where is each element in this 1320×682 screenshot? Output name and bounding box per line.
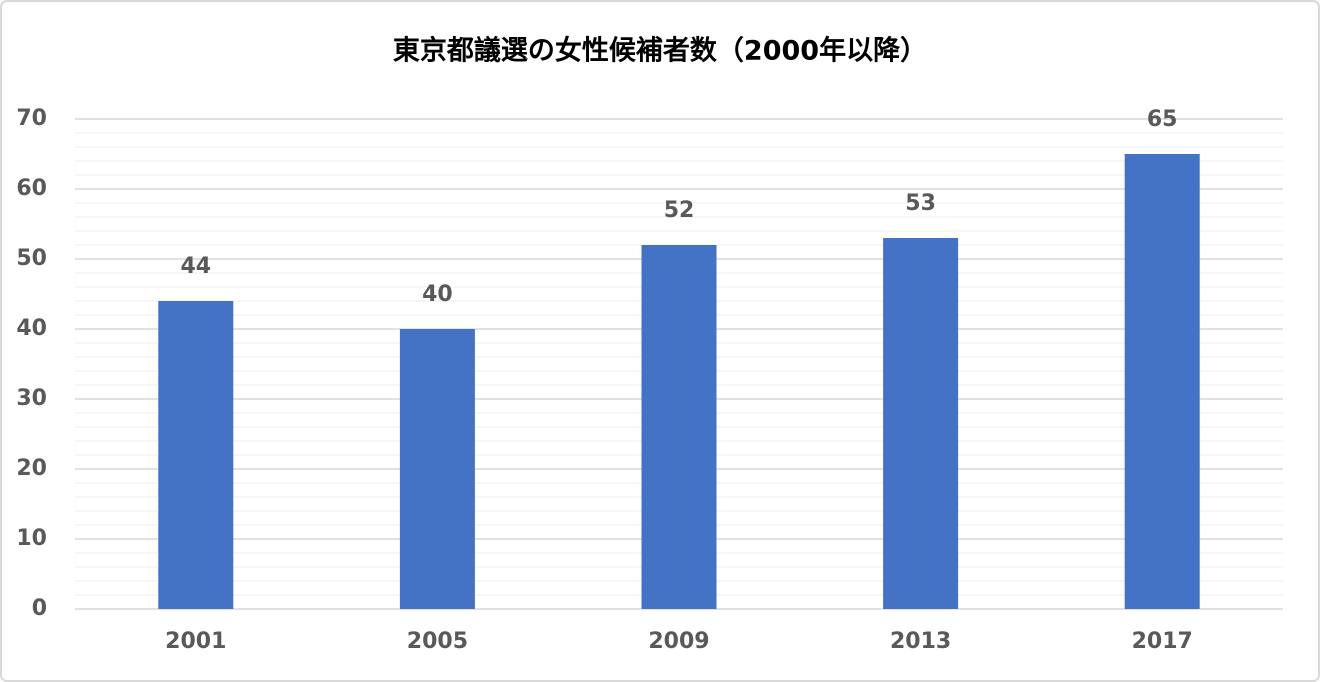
y-tick-label: 0 [32, 596, 47, 621]
bar [399, 329, 475, 609]
y-tick-label: 50 [16, 246, 47, 271]
data-label: 40 [422, 282, 453, 307]
chart-title: 東京都議選の女性候補者数（2000年以降） [393, 35, 927, 67]
y-tick-label: 30 [16, 386, 47, 411]
bar [641, 245, 717, 609]
x-tick-label: 2005 [407, 629, 468, 654]
y-tick-label: 40 [16, 316, 47, 341]
y-tick-label: 60 [16, 176, 47, 201]
x-tick-label: 2013 [890, 629, 951, 654]
y-tick-label: 70 [16, 106, 47, 131]
y-tick-label: 20 [16, 456, 47, 481]
x-tick-label: 2001 [165, 629, 226, 654]
bar [1124, 154, 1200, 609]
y-tick-label: 10 [16, 526, 47, 551]
data-label: 52 [664, 198, 695, 223]
data-label: 65 [1147, 107, 1178, 132]
data-label: 53 [905, 191, 936, 216]
data-label: 44 [180, 254, 211, 279]
bar [883, 238, 959, 609]
bar [158, 301, 234, 609]
x-tick-label: 2009 [648, 629, 709, 654]
x-tick-label: 2017 [1132, 629, 1193, 654]
